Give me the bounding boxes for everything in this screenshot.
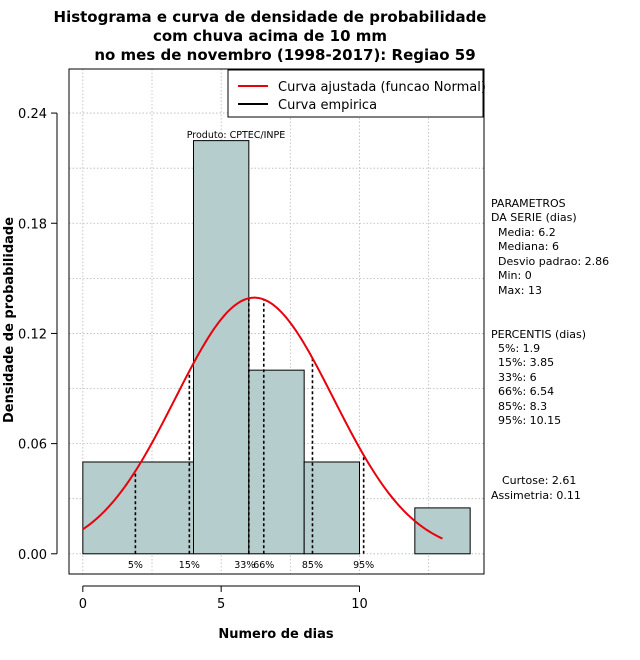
params-header-2: DA SERIE (dias) <box>491 211 577 224</box>
y-axis-label: Densidade de probabilidade <box>2 217 17 423</box>
histogram-bars <box>82 140 471 555</box>
chart-title-line-1: Histograma e curva de densidade de proba… <box>54 8 487 26</box>
params-header-1: PARAMETROS <box>491 197 566 210</box>
axes: 0.00 0.06 0.12 0.18 0.24 0 5 10 <box>18 107 368 612</box>
percentil-85: 85%: 8.3 <box>498 400 547 413</box>
normal-fit-curve <box>82 296 443 540</box>
percentil-5: 5%: 1.9 <box>498 342 540 355</box>
percentile-lines: 5% 15% 33%66% 85% 95% <box>128 298 374 571</box>
assimetria-value: Assimetria: 0.11 <box>491 489 581 502</box>
x-tick-label: 10 <box>351 597 368 612</box>
percentile-label-85: 85% <box>302 560 323 571</box>
histogram-bar-2 <box>248 369 305 555</box>
percentile-label-33: 33% <box>234 560 255 571</box>
x-tick-label: 0 <box>79 597 87 612</box>
plot-frame <box>68 68 485 575</box>
x-axis-label: Numero de dias <box>218 627 334 642</box>
percentile-label-15: 15% <box>179 560 200 571</box>
percentile-label-66: 66% <box>253 560 274 571</box>
percentis-header: PERCENTIS (dias) <box>491 328 586 341</box>
percentil-66: 66%: 6.54 <box>498 385 554 398</box>
curtose-value: Curtose: 2.61 <box>502 474 576 487</box>
param-media: Media: 6.2 <box>498 226 556 239</box>
histogram-bar-0 <box>82 461 194 555</box>
normal-curve-layer <box>82 296 443 540</box>
side-panel: PARAMETROS DA SERIE (dias) Media: 6.2 Me… <box>491 197 609 502</box>
histogram-bar-3 <box>303 461 360 555</box>
x-tick-label: 5 <box>217 597 225 612</box>
param-min: Min: 0 <box>498 269 532 282</box>
legend-label-empirical: Curva empirica <box>278 98 377 113</box>
percentil-15: 15%: 3.85 <box>498 356 554 369</box>
y-tick-label: 0.18 <box>18 217 47 232</box>
y-tick-label: 0.00 <box>18 548 47 563</box>
param-mediana: Mediana: 6 <box>498 240 559 253</box>
param-desvio: Desvio padrao: 2.86 <box>498 255 609 268</box>
chart-title-line-2: com chuva acima de 10 mm <box>153 27 387 45</box>
percentile-label-5: 5% <box>128 560 143 571</box>
legend: Curva ajustada (funcao Normal) Curva emp… <box>227 69 486 118</box>
percentile-label-95: 95% <box>353 560 374 571</box>
param-max: Max: 13 <box>498 284 542 297</box>
y-tick-label: 0.06 <box>18 438 47 453</box>
chart-title-line-3: no mes de novembro (1998-2017): Regiao 5… <box>94 46 475 64</box>
y-tick-label: 0.12 <box>18 327 47 342</box>
legend-box <box>227 69 484 118</box>
percentil-95: 95%: 10.15 <box>498 414 561 427</box>
product-annotation: Produto: CPTEC/INPE <box>187 130 286 141</box>
legend-label-normal: Curva ajustada (funcao Normal) <box>278 80 486 95</box>
percentil-33: 33%: 6 <box>498 371 537 384</box>
histogram-bar-5 <box>414 507 471 555</box>
y-tick-label: 0.24 <box>18 107 47 122</box>
